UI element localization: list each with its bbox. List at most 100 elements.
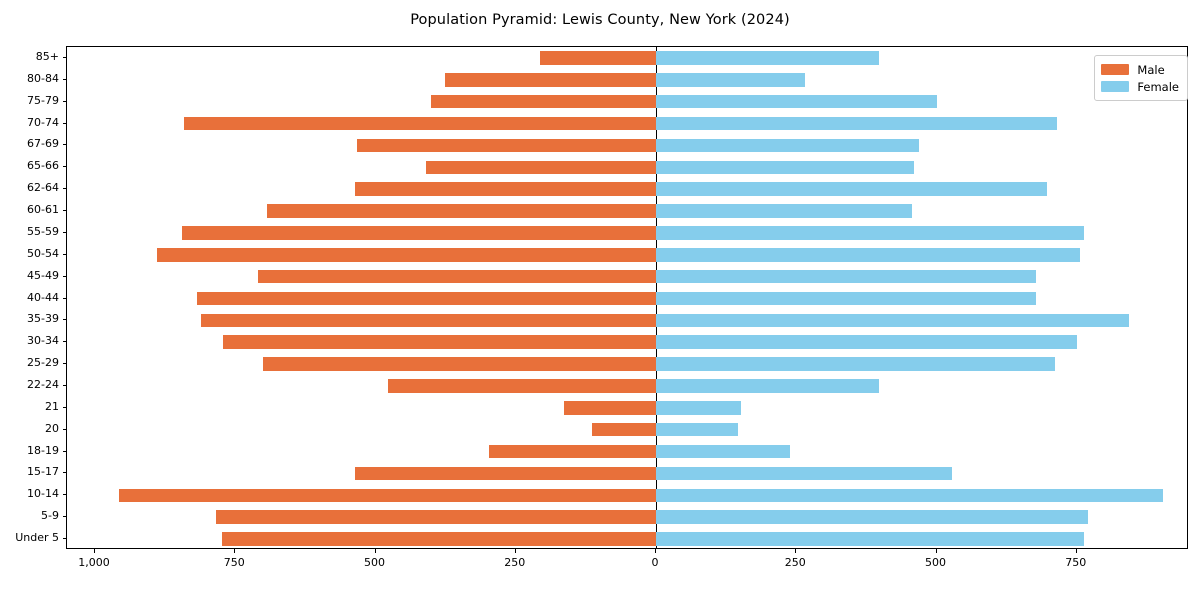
bar-female[interactable] — [656, 138, 919, 153]
y-axis-tick — [62, 406, 66, 408]
bar-female[interactable] — [656, 444, 791, 459]
y-axis-label: 75-79 — [27, 93, 59, 107]
y-axis-label: 45-49 — [27, 268, 59, 282]
legend-item-female[interactable]: Female — [1101, 78, 1179, 95]
bar-male[interactable] — [266, 204, 657, 218]
pyramid-row — [67, 466, 1187, 481]
bar-male[interactable] — [564, 401, 657, 415]
bar-male[interactable] — [215, 510, 657, 524]
y-axis-label: 50-54 — [27, 246, 59, 260]
bar-male[interactable] — [257, 269, 657, 284]
bar-male[interactable] — [197, 291, 657, 306]
bar-male[interactable] — [357, 138, 657, 153]
pyramid-row — [67, 379, 1187, 393]
y-axis-label: 65-66 — [27, 159, 59, 173]
chart-legend: Male Female — [1094, 55, 1188, 101]
bar-male[interactable] — [430, 94, 657, 109]
y-axis-tick — [62, 341, 66, 343]
bar-male[interactable] — [200, 313, 657, 328]
bar-male[interactable] — [354, 466, 657, 481]
pyramid-row — [67, 488, 1187, 503]
x-axis-tick — [655, 549, 657, 553]
bar-female[interactable] — [656, 51, 880, 65]
bar-male[interactable] — [222, 335, 657, 349]
y-axis-label: 15-17 — [27, 465, 59, 479]
bar-male[interactable] — [263, 357, 657, 371]
bar-male[interactable] — [157, 247, 657, 262]
bar-female[interactable] — [656, 401, 741, 415]
x-axis-tick — [1075, 549, 1077, 553]
pyramid-row — [67, 226, 1187, 240]
y-axis-tick — [62, 384, 66, 386]
y-axis-label: 40-44 — [27, 290, 59, 304]
plot-inner — [67, 47, 1187, 548]
bar-female[interactable] — [656, 488, 1163, 503]
bar-female[interactable] — [656, 357, 1056, 371]
bar-female[interactable] — [656, 182, 1048, 196]
bar-female[interactable] — [656, 422, 738, 437]
bar-female[interactable] — [656, 116, 1057, 131]
bar-female[interactable] — [656, 204, 912, 218]
pyramid-row — [67, 313, 1187, 328]
pyramid-row — [67, 116, 1187, 131]
pyramid-row — [67, 444, 1187, 459]
bar-female[interactable] — [656, 291, 1036, 306]
legend-label-female: Female — [1137, 79, 1179, 94]
y-axis-label: 67-69 — [27, 137, 59, 151]
bar-female[interactable] — [656, 247, 1081, 262]
bar-male[interactable] — [183, 116, 657, 131]
y-axis-label: 5-9 — [41, 509, 59, 523]
bar-male[interactable] — [354, 182, 657, 196]
y-axis-tick — [62, 100, 66, 102]
bar-female[interactable] — [656, 313, 1129, 328]
bar-female[interactable] — [656, 466, 952, 481]
y-axis-label: Under 5 — [15, 531, 59, 545]
bar-female[interactable] — [656, 226, 1085, 240]
legend-swatch-male-icon — [1101, 64, 1130, 75]
y-axis-tick — [62, 275, 66, 277]
pyramid-row — [67, 422, 1187, 437]
bar-male[interactable] — [540, 51, 657, 65]
y-axis-tick — [62, 188, 66, 190]
pyramid-row — [67, 73, 1187, 87]
bar-male[interactable] — [444, 73, 657, 87]
bar-female[interactable] — [656, 269, 1036, 284]
pyramid-row — [67, 138, 1187, 153]
bar-male[interactable] — [388, 379, 657, 393]
x-axis-label: 750 — [1065, 556, 1087, 569]
bar-male[interactable] — [591, 422, 657, 437]
bar-male[interactable] — [426, 160, 657, 175]
bar-female[interactable] — [656, 73, 805, 87]
y-axis-label: 55-59 — [27, 224, 59, 238]
bar-male[interactable] — [489, 444, 657, 459]
y-axis-label: 60-61 — [27, 203, 59, 217]
bar-female[interactable] — [656, 94, 937, 109]
bar-female[interactable] — [656, 379, 880, 393]
y-axis-tick — [62, 538, 66, 540]
x-axis-label: 250 — [504, 556, 526, 569]
pyramid-row — [67, 182, 1187, 196]
bar-female[interactable] — [656, 160, 914, 175]
legend-label-male: Male — [1137, 62, 1165, 77]
y-axis-tick — [62, 428, 66, 430]
x-axis-label: 750 — [223, 556, 245, 569]
bar-male[interactable] — [221, 532, 657, 546]
x-axis-tick — [795, 549, 797, 553]
y-axis-tick — [62, 78, 66, 80]
x-axis-label: 250 — [784, 556, 806, 569]
y-axis-tick — [62, 122, 66, 124]
pyramid-row — [67, 94, 1187, 109]
bar-male[interactable] — [118, 488, 657, 503]
legend-item-male[interactable]: Male — [1101, 61, 1179, 78]
x-axis-tick — [514, 549, 516, 553]
y-axis-tick — [62, 516, 66, 518]
bar-female[interactable] — [656, 510, 1089, 524]
bar-female[interactable] — [656, 532, 1085, 546]
bar-female[interactable] — [656, 335, 1077, 349]
plot-area — [66, 46, 1188, 549]
bar-male[interactable] — [182, 226, 657, 240]
x-axis-tick — [94, 549, 96, 553]
legend-swatch-female-icon — [1101, 81, 1130, 92]
y-axis-label: 25-29 — [27, 356, 59, 370]
y-axis-label: 80-84 — [27, 71, 59, 85]
